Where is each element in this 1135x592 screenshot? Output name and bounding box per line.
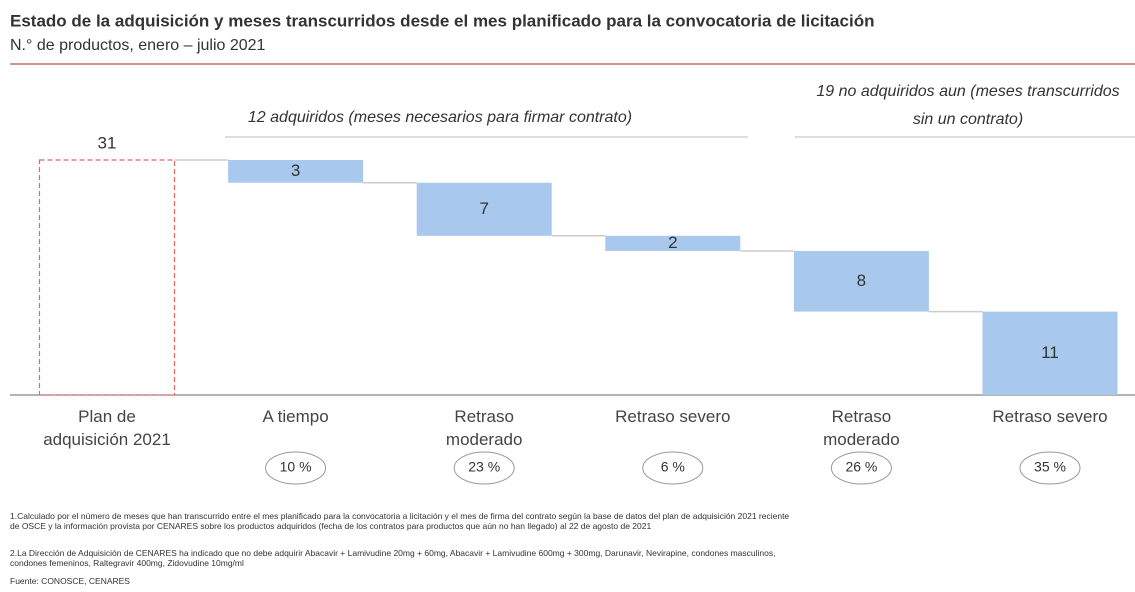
share-label: 6 % (661, 459, 685, 475)
share-badge (1019, 451, 1081, 485)
share-label: 23 % (468, 459, 500, 475)
group-annotation: 12 adquiridos (meses necesarios para fir… (248, 109, 632, 126)
chart-subtitle: N.° de productos, enero – julio 2021 (10, 37, 266, 54)
step-bar (228, 160, 364, 183)
share-label: 26 % (845, 459, 877, 475)
source: Fuente: CONOSCE, CENARES (10, 576, 130, 586)
x-tick-label: A tiempo (262, 407, 329, 426)
x-tick-label: Retraso moderado (445, 407, 523, 449)
footnote: 2.La Dirección de Adquisición de CENARES… (10, 548, 776, 568)
total-bar (38, 159, 176, 396)
x-tick-label: Plan de adquisición 2021 (43, 407, 171, 449)
share-badge (642, 451, 704, 485)
x-tick-label: Retraso moderado (823, 407, 900, 449)
footnote: 1.Calculado por el número de meses que h… (10, 511, 790, 531)
value-label: 7 (479, 199, 488, 218)
share-badge (453, 451, 515, 485)
value-label: 11 (1041, 343, 1059, 362)
value-label: 8 (857, 271, 866, 290)
value-label: 3 (291, 161, 300, 180)
share-badge (830, 451, 892, 485)
group-annotation: 19 no adquiridos aun (meses transcurrido… (816, 83, 1119, 100)
share-label: 10 % (280, 459, 312, 475)
share-label: 35 % (1034, 459, 1066, 475)
x-tick-label: Retraso severo (615, 407, 731, 426)
value-label: 31 (98, 133, 117, 152)
step-bar (982, 311, 1118, 395)
step-bar (605, 235, 741, 251)
step-bar (416, 182, 552, 236)
value-label: 2 (668, 233, 677, 252)
share-badge (265, 451, 327, 485)
x-tick-label: Retraso severo (992, 407, 1108, 426)
chart-title: Estado de la adquisición y meses transcu… (10, 11, 874, 30)
step-bar (793, 250, 929, 312)
group-annotation: sin un contrato) (913, 111, 1023, 128)
